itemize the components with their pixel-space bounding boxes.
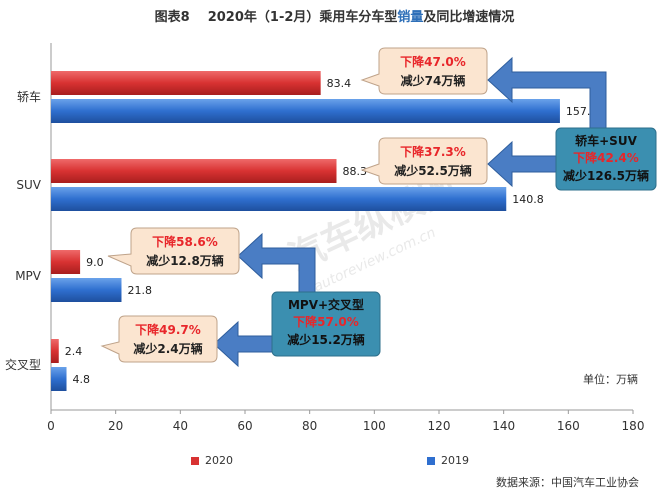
legend-label-2019: 2019 — [441, 454, 469, 467]
summary-title: MPV+交叉型 — [288, 297, 364, 312]
legend-item-2020: 2020 — [191, 454, 233, 467]
callout-box: 下降49.7% 减少2.4万辆 — [100, 315, 218, 363]
bar-2020 — [51, 339, 59, 363]
pointer-arrow — [487, 140, 557, 188]
bar-value-label: 2.4 — [65, 345, 83, 358]
x-tick-label: 160 — [557, 419, 580, 433]
summary-box: 轿车+SUV 下降42.4% 减少126.5万辆 — [555, 127, 657, 191]
bar-value-label: 88.3 — [343, 165, 368, 178]
legend-item-2019: 2019 — [427, 454, 469, 467]
bar-2019 — [51, 99, 560, 123]
callout-shape — [360, 47, 488, 95]
x-tick-label: 20 — [108, 419, 123, 433]
legend-label-2020: 2020 — [205, 454, 233, 467]
bar-value-label: 140.8 — [512, 193, 544, 206]
x-tick-label: 40 — [173, 419, 188, 433]
summary-shape — [555, 127, 657, 191]
summary-reduce: 减少15.2万辆 — [287, 332, 365, 347]
x-tick-label: 100 — [363, 419, 386, 433]
unit-note: 单位：万辆 — [583, 373, 638, 386]
bar-2019 — [51, 367, 67, 391]
summary-reduce: 减少126.5万辆 — [563, 168, 649, 183]
callout-box: 下降58.6% 减少12.8万辆 — [107, 227, 240, 275]
bar-value-label: 9.0 — [86, 256, 104, 269]
category-label: MPV — [15, 269, 42, 283]
callout-shape — [360, 137, 488, 185]
bar-value-label: 83.4 — [327, 77, 352, 90]
callout-box: 下降37.3% 减少52.5万辆 — [360, 137, 488, 185]
category-label: SUV — [16, 178, 41, 192]
callout-decline-text: 下降49.7% — [135, 322, 201, 337]
x-tick-label: 60 — [237, 419, 252, 433]
callout-decline-text: 下降47.0% — [400, 54, 466, 69]
chart-title-main: 2020年（1-2月）乘用车分车型 — [207, 10, 398, 25]
callout-reduce-text: 减少74万辆 — [401, 73, 466, 88]
callout-shape — [100, 315, 218, 363]
callout-decline-text: 下降58.6% — [152, 234, 218, 249]
pointer-arrow — [487, 56, 607, 129]
x-tick-label: 180 — [622, 419, 645, 433]
callout-box: 下降47.0% 减少74万辆 — [360, 47, 488, 95]
legend-swatch-2019 — [427, 457, 435, 465]
pointer-arrow — [237, 232, 316, 293]
chart-title-suffix: 及同比增速情况 — [423, 10, 515, 25]
bar-value-label: 21.8 — [127, 284, 152, 297]
bar-2019 — [51, 278, 122, 302]
bar-2020 — [51, 71, 321, 95]
summary-title: 轿车+SUV — [575, 133, 637, 148]
chart-title: 图表8 2020年（1-2月）乘用车分车型销量及同比增速情况 — [0, 6, 669, 25]
pointer-arrow — [213, 320, 279, 368]
callout-reduce-text: 减少2.4万辆 — [133, 341, 202, 356]
callout-shape — [107, 227, 240, 275]
bar-2020 — [51, 250, 81, 274]
legend-swatch-2020 — [191, 457, 199, 465]
arrow-layer — [213, 56, 607, 368]
bar-value-label: 4.8 — [73, 373, 91, 386]
callout-decline-text: 下降37.3% — [400, 144, 466, 159]
callout-reduce-text: 减少12.8万辆 — [146, 253, 224, 268]
summary-decline: 下降42.4% — [573, 150, 639, 165]
x-tick-label: 120 — [428, 419, 451, 433]
x-tick-label: 80 — [302, 419, 317, 433]
callout-reduce-text: 减少52.5万辆 — [394, 163, 472, 178]
chart-title-prefix: 图表8 — [154, 10, 190, 25]
x-tick-label: 140 — [492, 419, 515, 433]
x-tick-label: 0 — [47, 419, 55, 433]
summary-shape — [271, 291, 381, 357]
chart-title-highlight: 销量 — [397, 10, 424, 25]
data-source: 数据来源：中国汽车工业协会 — [496, 476, 639, 489]
summary-decline: 下降57.0% — [293, 314, 359, 329]
bar-2020 — [51, 159, 337, 183]
category-label: 轿车 — [17, 89, 41, 104]
category-label: 交叉型 — [5, 357, 41, 372]
bar-2019 — [51, 187, 507, 211]
